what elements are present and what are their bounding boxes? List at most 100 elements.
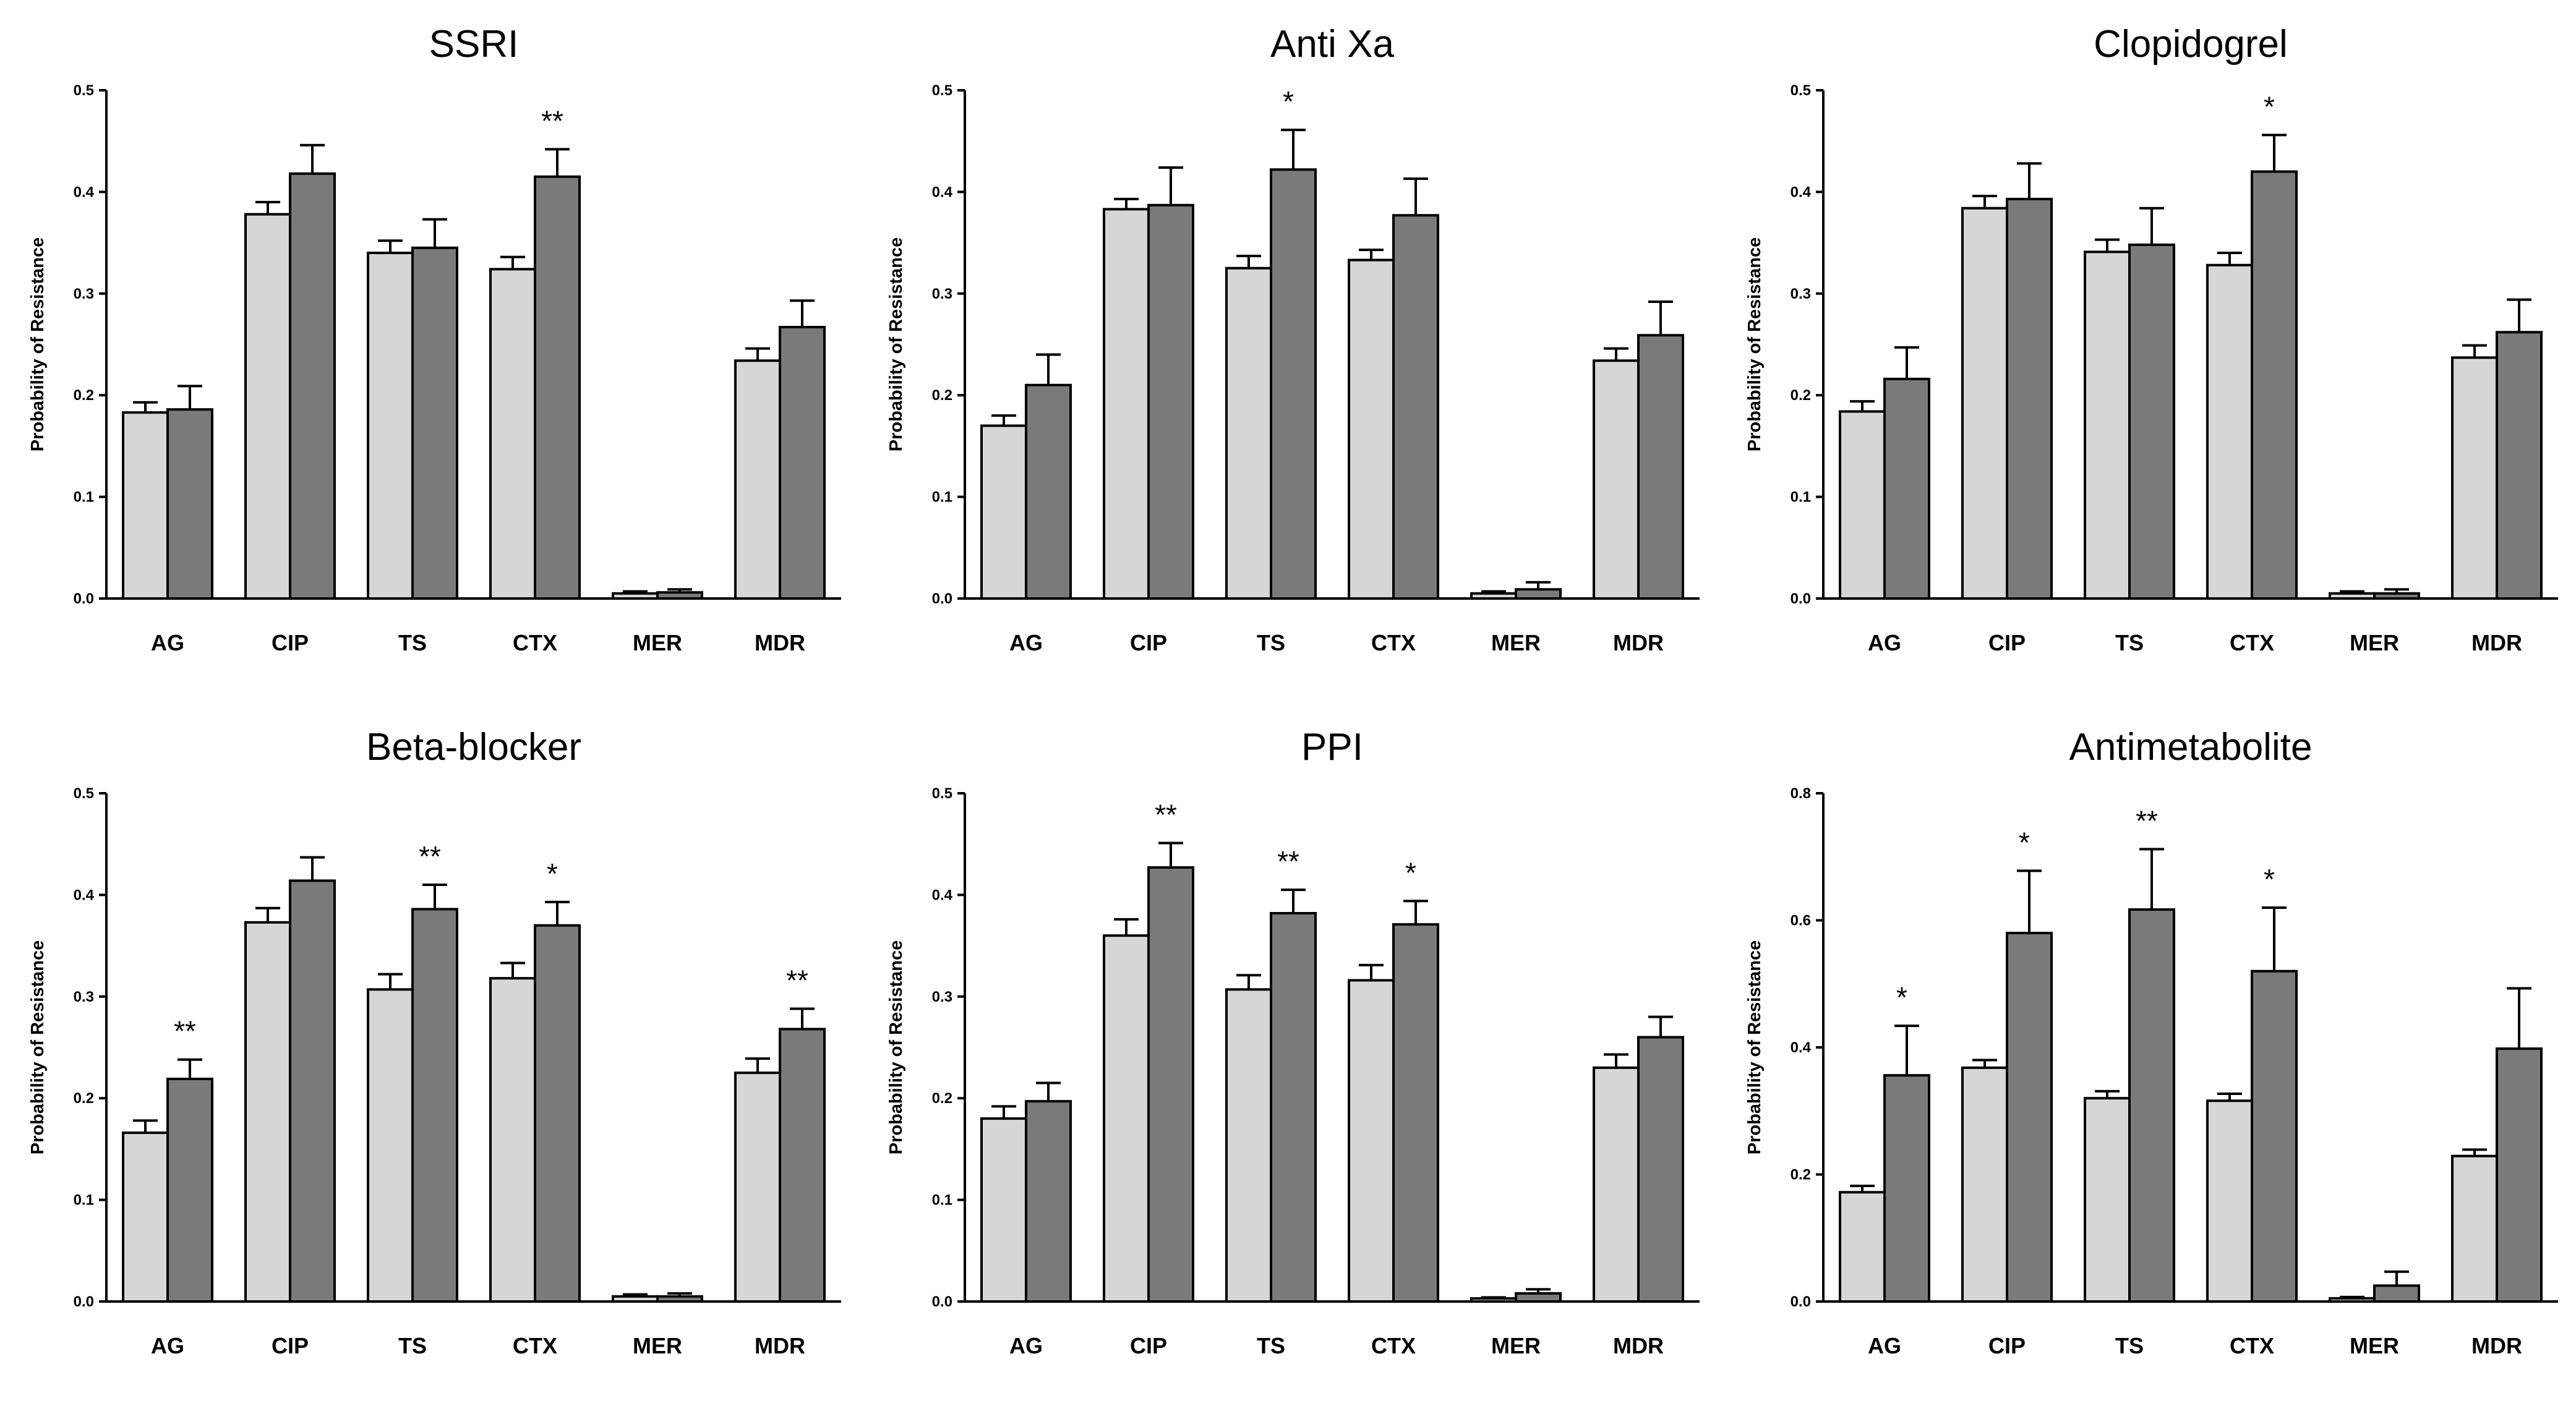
bar-control-ag (980, 1117, 1027, 1303)
bar-control-mer (612, 1295, 659, 1303)
y-axis-label: Probability of Resistance (1745, 237, 1765, 452)
x-tick-label: TS (2115, 630, 2144, 655)
bar-exposed-mer (1515, 1292, 1562, 1303)
y-tick-label: 0.5 (932, 785, 952, 802)
x-tick-label: CIP (1988, 630, 2026, 655)
x-tick-label: TS (398, 1333, 427, 1358)
x-tick-label: CTX (1371, 1333, 1416, 1358)
x-tick-label: MDR (755, 630, 805, 655)
chart-title: Anti Xa (1270, 23, 1394, 66)
bar-control-ts (2084, 250, 2131, 600)
bar-exposed-ag (1025, 1100, 1072, 1303)
significance-marker: * (1405, 856, 1416, 888)
y-tick-label: 0.1 (932, 1192, 952, 1209)
x-tick-label: CIP (272, 1333, 309, 1358)
x-tick-label: MER (633, 1333, 682, 1358)
x-tick-label: MER (1491, 1333, 1541, 1358)
bar-exposed-ts (2128, 243, 2175, 600)
bar-control-ctx (1348, 258, 1395, 600)
y-axis-label: Probability of Resistance (886, 940, 906, 1155)
bar-control-ctx (489, 977, 536, 1303)
y-tick-label: 0.0 (74, 1293, 94, 1310)
bar-exposed-ts (411, 908, 458, 1303)
y-tick-label: 0.8 (1791, 785, 1811, 802)
bar-exposed-ctx (534, 175, 581, 600)
x-tick-label: AG (1868, 1333, 1901, 1358)
significance-marker: ** (419, 840, 441, 872)
y-tick-label: 0.0 (74, 590, 94, 607)
bar-exposed-ag (1883, 377, 1930, 600)
y-axis-label: Probability of Resistance (28, 237, 48, 452)
y-tick-label: 0.1 (74, 489, 94, 506)
bar-exposed-mdr (1637, 1036, 1684, 1303)
x-tick-label: TS (1257, 630, 1285, 655)
y-tick-label: 0.3 (932, 286, 952, 302)
y-axis-label: Probability of Resistance (28, 940, 48, 1155)
significance-marker: ** (541, 104, 563, 137)
x-tick-label: MDR (2471, 630, 2522, 655)
bar-control-cip (1103, 208, 1150, 600)
x-tick-label: AG (1009, 1333, 1043, 1358)
y-tick-label: 0.1 (1791, 489, 1811, 506)
bar-control-cip (244, 921, 291, 1303)
y-tick-label: 0.5 (74, 82, 94, 99)
x-tick-label: CIP (1988, 1333, 2026, 1358)
bar-exposed-cip (289, 879, 336, 1303)
chart-svg: Clopidogrel Probability of Resistance 0.0 0… (1745, 23, 2558, 655)
y-tick-label: 0.4 (932, 184, 953, 200)
x-tick-label: CTX (513, 1333, 557, 1358)
x-tick-label: MDR (2471, 1333, 2522, 1358)
bar-exposed-ts (411, 246, 458, 600)
y-tick-label: 0.1 (74, 1192, 94, 1209)
bar-exposed-ag (166, 408, 213, 600)
chart-title: Clopidogrel (2094, 23, 2288, 66)
bar-control-ts (367, 252, 414, 600)
significance-marker: * (1896, 981, 1907, 1013)
bar-control-ag (122, 1131, 169, 1303)
bar-control-cip (244, 213, 291, 600)
bar-control-ctx (1348, 979, 1395, 1303)
chart-panel-anti-xa: Anti Xa Probability of Resistance 0.0 0.1 0.… (858, 0, 1717, 703)
bar-control-mdr (2451, 1154, 2498, 1303)
bar-exposed-ctx (534, 924, 581, 1303)
bar-control-cip (1961, 207, 2008, 600)
y-tick-label: 0.1 (932, 489, 952, 506)
significance-marker: ** (1155, 799, 1177, 831)
bar-control-mdr (1593, 359, 1640, 600)
chart-title: PPI (1301, 726, 1363, 769)
bar-exposed-mdr (2496, 1047, 2543, 1303)
bar-exposed-mer (2373, 592, 2420, 600)
bar-control-mer (1470, 592, 1517, 600)
bar-control-mer (2329, 1297, 2376, 1303)
bar-exposed-ts (1270, 168, 1317, 600)
x-tick-label: MER (1491, 630, 1541, 655)
x-tick-label: CIP (1130, 1333, 1167, 1358)
x-tick-label: AG (1009, 630, 1043, 655)
bar-control-mdr (1593, 1066, 1640, 1303)
x-tick-label: CIP (272, 630, 309, 655)
x-tick-label: MER (633, 630, 682, 655)
bar-exposed-ctx (2251, 170, 2298, 600)
y-tick-label: 0.2 (1791, 387, 1811, 404)
bar-exposed-mdr (779, 326, 826, 600)
x-tick-label: AG (151, 630, 184, 655)
bar-control-ctx (489, 268, 536, 600)
y-tick-label: 0.4 (932, 887, 953, 903)
bar-exposed-mer (656, 1295, 703, 1303)
y-tick-label: 0.3 (74, 286, 94, 302)
bar-control-ctx (2206, 263, 2253, 600)
bar-control-cip (1103, 934, 1150, 1303)
x-tick-label: MDR (1613, 1333, 1664, 1358)
bar-control-cip (1961, 1066, 2008, 1303)
significance-marker: * (1283, 85, 1294, 117)
y-tick-label: 0.5 (74, 785, 94, 802)
chart-panel-antimetabolite: Antimetabolite Probability of Resistance 0… (1717, 703, 2575, 1406)
y-tick-label: 0.5 (1791, 82, 1811, 99)
y-tick-label: 0.2 (1791, 1167, 1811, 1183)
bar-control-mer (1470, 1297, 1517, 1303)
y-tick-label: 0.3 (932, 989, 952, 1005)
chart-title: Beta-blocker (366, 726, 581, 769)
bar-exposed-ts (2128, 908, 2175, 1303)
bar-exposed-ts (1270, 911, 1317, 1303)
bar-exposed-cip (289, 172, 336, 600)
